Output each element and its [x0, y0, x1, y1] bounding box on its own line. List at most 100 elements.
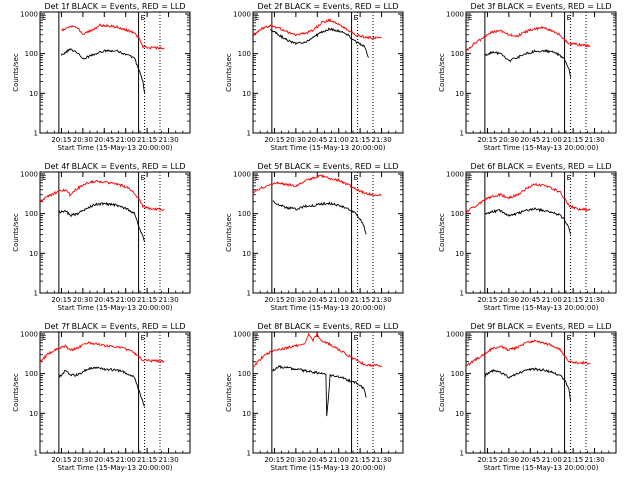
event-marker-label: E	[567, 14, 571, 22]
x-tick-label: 21:15	[563, 296, 583, 304]
plot-title: Det 3f BLACK = Events, RED = LLD	[470, 2, 611, 11]
event-marker-label: E	[468, 14, 472, 22]
y-tick-label: 10	[242, 250, 251, 258]
y-tick-label: 1000	[233, 10, 251, 18]
x-tick-label: 21:30	[158, 296, 178, 304]
y-tick-label: 1	[34, 450, 38, 458]
panel-det-2: Det 2f BLACK = Events, RED = LLD 1 10 100 10…	[225, 2, 404, 152]
event-marker-label: E	[468, 334, 472, 342]
events-rate-line	[484, 49, 572, 78]
events-rate-line	[60, 48, 146, 94]
x-tick-label: 20:30	[286, 296, 306, 304]
event-marker-label: E	[255, 174, 259, 182]
x-tick-label: 21:15	[350, 456, 370, 464]
x-axis-label: Start Time (15-May-13 20:00:00)	[270, 304, 385, 312]
events-rate-line	[484, 207, 572, 235]
plot-frame	[465, 331, 617, 454]
x-axis-label: Start Time (15-May-13 20:00:00)	[270, 464, 385, 472]
y-tick-label: 10	[455, 90, 464, 98]
events-rate-line	[272, 364, 367, 417]
panel-det-5: Det 5f BLACK = Events, RED = LLD 1 10 100 10…	[225, 162, 404, 312]
y-tick-label: 1	[247, 290, 251, 298]
plot-title: Det 1f BLACK = Events, RED = LLD	[44, 2, 185, 11]
events-rate-line	[58, 201, 146, 242]
y-tick-label: 1000	[233, 330, 251, 338]
x-tick-label: 21:30	[158, 136, 178, 144]
x-tick-label: 20:45	[520, 456, 540, 464]
x-tick-label: 21:30	[584, 296, 604, 304]
event-marker-label: E	[567, 334, 571, 342]
y-tick-label: 1000	[20, 330, 38, 338]
lld-rate-line	[61, 23, 165, 51]
x-tick-label: 21:15	[350, 136, 370, 144]
y-tick-label: 100	[451, 370, 464, 378]
plot-title: Det 7f BLACK = Events, RED = LLD	[44, 322, 185, 331]
plot-frame	[39, 11, 191, 134]
x-tick-label: 21:00	[329, 136, 349, 144]
y-tick-label: 10	[242, 90, 251, 98]
plot-frame	[465, 11, 617, 134]
plot-frame	[252, 11, 404, 134]
event-marker-label: E	[42, 174, 46, 182]
y-axis-label: Counts/sec	[225, 373, 233, 412]
events-rate-line	[272, 200, 367, 235]
y-axis-label: Counts/sec	[12, 213, 20, 252]
event-marker-label: E	[141, 334, 145, 342]
y-tick-label: 1	[460, 450, 464, 458]
y-axis-label: Counts/sec	[225, 213, 233, 252]
x-tick-label: 21:00	[329, 296, 349, 304]
x-tick-label: 20:30	[73, 136, 93, 144]
plot-frame	[39, 331, 191, 454]
lld-rate-line	[253, 173, 382, 197]
event-marker-label: E	[255, 334, 259, 342]
y-tick-label: 10	[455, 410, 464, 418]
y-tick-label: 1000	[446, 170, 464, 178]
y-tick-label: 10	[455, 250, 464, 258]
y-tick-label: 100	[25, 370, 38, 378]
panel-det-1: Det 1f BLACK = Events, RED = LLD 1 10 100 10…	[12, 2, 191, 152]
panel-det-7: Det 7f BLACK = Events, RED = LLD 1 10 100 10…	[12, 322, 191, 472]
y-tick-label: 10	[242, 410, 251, 418]
x-tick-label: 20:45	[307, 296, 327, 304]
x-tick-label: 21:30	[158, 456, 178, 464]
x-tick-label: 20:15	[264, 456, 284, 464]
x-tick-label: 21:00	[542, 136, 562, 144]
x-tick-label: 21:30	[371, 136, 391, 144]
y-tick-label: 1	[247, 130, 251, 138]
x-tick-label: 21:30	[371, 296, 391, 304]
y-axis-label: Counts/sec	[438, 213, 446, 252]
event-marker-label: E	[354, 14, 358, 22]
y-tick-label: 100	[238, 50, 251, 58]
events-rate-line	[58, 366, 145, 407]
event-marker-label: E	[141, 14, 145, 22]
x-tick-label: 20:15	[264, 296, 284, 304]
x-tick-label: 20:15	[51, 296, 71, 304]
x-tick-label: 21:00	[542, 296, 562, 304]
plot-title: Det 5f BLACK = Events, RED = LLD	[257, 162, 398, 171]
plot-title: Det 6f BLACK = Events, RED = LLD	[470, 162, 611, 171]
plot-frame	[252, 331, 404, 454]
x-tick-label: 20:45	[520, 136, 540, 144]
x-tick-label: 21:15	[137, 136, 157, 144]
plot-frame	[252, 171, 404, 294]
x-tick-label: 20:30	[499, 456, 519, 464]
x-tick-label: 20:15	[51, 456, 71, 464]
y-tick-label: 100	[25, 210, 38, 218]
x-tick-label: 21:15	[563, 456, 583, 464]
y-axis-label: Counts/sec	[438, 53, 446, 92]
x-tick-label: 20:45	[307, 456, 327, 464]
x-axis-label: Start Time (15-May-13 20:00:00)	[57, 464, 172, 472]
y-tick-label: 10	[29, 90, 38, 98]
x-axis-label: Start Time (15-May-13 20:00:00)	[483, 144, 598, 152]
y-tick-label: 100	[238, 370, 251, 378]
x-tick-label: 20:15	[51, 136, 71, 144]
x-tick-label: 21:15	[350, 296, 370, 304]
y-tick-label: 1	[460, 130, 464, 138]
x-tick-label: 20:30	[499, 136, 519, 144]
x-tick-label: 20:45	[94, 296, 114, 304]
x-tick-label: 21:00	[329, 456, 349, 464]
x-tick-label: 20:45	[94, 456, 114, 464]
x-axis-label: Start Time (15-May-13 20:00:00)	[57, 144, 172, 152]
y-tick-label: 100	[451, 210, 464, 218]
